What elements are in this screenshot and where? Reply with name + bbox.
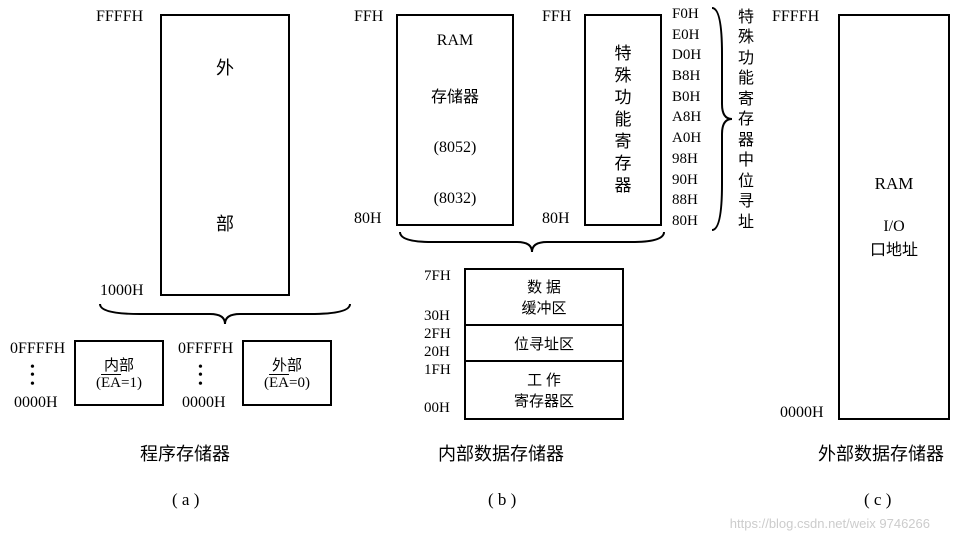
sfr-addr-5: A8H: [672, 107, 701, 128]
a-left-box-l1: 内部: [104, 354, 134, 375]
b-row-2: 工 作 寄存器区: [466, 362, 622, 418]
sfr-brace-label: 特殊功能寄存器中位寻址: [738, 8, 754, 233]
b-lower-table: 数 据 缓冲区 位寻址区 工 作 寄存器区: [464, 268, 624, 420]
sfr-addr-2: D0H: [672, 45, 701, 66]
sfr-addr-8: 90H: [672, 170, 701, 191]
b-row-0-t2: 缓冲区: [521, 297, 566, 318]
a-left-box: 内部 (EA=1): [74, 340, 164, 406]
b-left-top-box: RAM 存储器 (8052) (8032): [396, 14, 514, 226]
sfr-brace: [708, 4, 734, 234]
b-row-2-t1: 工 作: [527, 369, 561, 390]
b-r0-abot: 30H: [424, 308, 450, 325]
a-right-box: 外部 (EA=0): [242, 340, 332, 406]
a-main-box: 外 部: [160, 14, 290, 296]
c-addr-top: FFFFH: [772, 8, 819, 26]
b-left-bottom-addr: 80H: [354, 210, 382, 228]
c-title: 外部数据存储器: [818, 440, 944, 466]
watermark: https://blog.csdn.net/weix 9746266: [730, 516, 930, 531]
b-lt-l2: 存储器: [431, 83, 479, 107]
a-body-bottom: 部: [216, 210, 234, 236]
sfr-addr-6: A0H: [672, 128, 701, 149]
a-dots-right: •••: [198, 364, 203, 389]
b-lt-l4: (8032): [434, 190, 477, 208]
b-row-2-t2: 寄存器区: [514, 390, 574, 411]
b-r2-abot: 00H: [424, 400, 450, 417]
b-r2-atop: 1FH: [424, 362, 451, 379]
a-tag: ( a ): [172, 490, 199, 510]
a-body-top: 外: [216, 54, 234, 80]
c-l3: 口地址: [870, 236, 918, 260]
sfr-addr-9: 88H: [672, 190, 701, 211]
b-r0-atop: 7FH: [424, 268, 451, 285]
b-row-1: 位寻址区: [466, 326, 622, 362]
a-left-box-l2: (EA=1): [96, 375, 142, 392]
sfr-addr-list: F0H E0H D0H B8H B0H A8H A0H 98H 90H 88H …: [672, 4, 701, 232]
c-addr-bottom: 0000H: [780, 404, 824, 422]
a-lower-left-top: 0FFFFH: [10, 340, 65, 358]
b-row-1-t1: 位寻址区: [514, 333, 574, 354]
a-dots-left: •••: [30, 364, 35, 389]
b-row-0: 数 据 缓冲区: [466, 270, 622, 326]
a-addr-top: FFFFH: [96, 8, 143, 26]
b-right-top-label: 特殊功能寄存器: [615, 43, 632, 198]
c-l1: RAM: [875, 174, 914, 194]
a-right-box-l2: (EA=0): [264, 375, 310, 392]
b-lt-l3: (8052): [434, 139, 477, 157]
sfr-addr-10: 80H: [672, 211, 701, 232]
b-row-0-t1: 数 据: [527, 276, 561, 297]
sfr-addr-4: B0H: [672, 87, 701, 108]
sfr-addr-1: E0H: [672, 25, 701, 46]
a-lower-left-bottom: 0000H: [14, 394, 58, 412]
b-right-top-addr: FFH: [542, 8, 571, 26]
a-title: 程序存储器: [140, 440, 230, 466]
a-bottom-brace: [80, 296, 370, 330]
sfr-addr-7: 98H: [672, 149, 701, 170]
b-r1-atop: 2FH: [424, 326, 451, 343]
b-right-top-box: 特殊功能寄存器: [584, 14, 662, 226]
b-r1-abot: 20H: [424, 344, 450, 361]
sfr-addr-3: B8H: [672, 66, 701, 87]
sfr-addr-0: F0H: [672, 4, 701, 25]
c-tag: ( c ): [864, 490, 891, 510]
b-title: 内部数据存储器: [438, 440, 564, 466]
c-box: RAM I/O 口地址: [838, 14, 950, 420]
a-right-box-l1: 外部: [272, 354, 302, 375]
a-lower-right-bottom: 0000H: [182, 394, 226, 412]
b-tag: ( b ): [488, 490, 516, 510]
b-top-brace: [392, 226, 672, 260]
b-left-top-addr: FFH: [354, 8, 383, 26]
c-l2: I/O: [883, 218, 904, 236]
b-lt-l1: RAM: [437, 32, 473, 50]
a-lower-right-top: 0FFFFH: [178, 340, 233, 358]
